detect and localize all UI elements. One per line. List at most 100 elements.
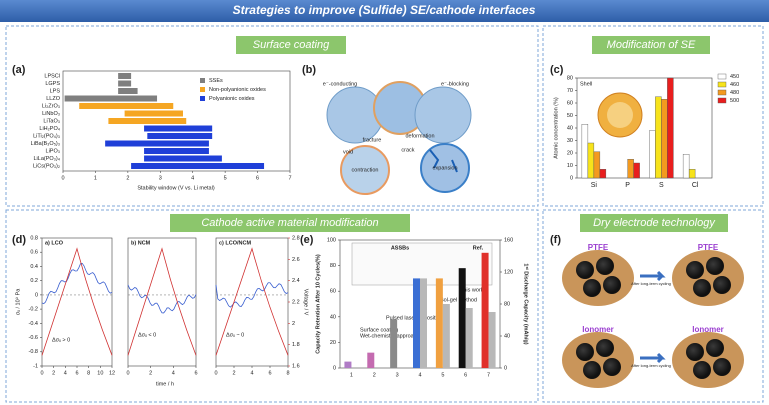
x-tick-label: 4	[418, 372, 421, 378]
x-tick-label: 6	[256, 175, 259, 181]
y2-tick-label: 120	[504, 269, 513, 275]
panel-label: (e)	[300, 234, 314, 246]
bar	[587, 142, 595, 179]
category-label: Li₂ZrO₃	[42, 103, 60, 109]
shell-label: Shell	[580, 81, 592, 87]
bar	[599, 169, 607, 179]
banner-title: Strategies to improve (Sulfide) SE/catho…	[233, 3, 536, 17]
x-tick-label: 6	[268, 370, 271, 376]
y-tick-label: 0.2	[30, 278, 38, 284]
legend-label: Polyanionic oxides	[209, 96, 255, 102]
y-tick-label: 40	[330, 314, 336, 320]
annotation: Wet-chemistry approach	[360, 333, 420, 339]
bar	[420, 278, 427, 368]
annotation: This work	[460, 287, 484, 293]
panel-label: (b)	[302, 64, 316, 76]
legend-label: 480	[730, 90, 739, 96]
x-axis-label: time / h	[156, 381, 174, 387]
y2-tick-label: 80	[504, 301, 510, 307]
voltage-curve	[127, 247, 197, 356]
y-tick-label: 70	[567, 88, 573, 94]
y-tick-label: -0.2	[29, 307, 38, 313]
range-bar	[79, 103, 174, 109]
x-tick-label: 0	[126, 370, 129, 376]
category-label: LiTi₂(PO₄)₃	[33, 133, 60, 139]
x-tick-label: 5	[224, 175, 227, 181]
x-tick-label: 0	[61, 175, 64, 181]
x-tick-label: 0	[40, 370, 43, 376]
panel-label: (a)	[12, 64, 26, 76]
x-tick-label: 6	[464, 372, 467, 378]
y-axis-label: Capacity Retention After 10 Cycles(%)	[315, 254, 321, 354]
legend-swatch	[717, 89, 727, 96]
panel-f-illustration	[562, 250, 744, 388]
x-tick-label: 2	[232, 370, 235, 376]
y2-tick-label: 2.2	[292, 299, 300, 305]
bar	[413, 278, 420, 368]
y2-tick-label: 2.8	[292, 235, 300, 241]
banner	[0, 0, 769, 22]
section-title: Surface coating	[253, 39, 330, 51]
bar	[344, 361, 352, 368]
legend-label: 450	[730, 74, 739, 80]
frames	[5, 25, 764, 403]
subplot-title: b) NCM	[131, 240, 151, 246]
section-title: Cathode active material modification	[201, 217, 378, 229]
category-label: LiBa(B₃O₅)₃	[31, 141, 60, 147]
binder-label: Ionomer	[582, 325, 614, 334]
x-tick-label: 5	[441, 372, 444, 378]
bar	[488, 312, 496, 368]
x-tick-label: 6	[75, 370, 78, 376]
annotation: Δσₓ < 0	[138, 332, 156, 338]
table-header: Ref.	[473, 245, 484, 251]
x-tick-label: S	[659, 182, 664, 189]
bar	[688, 169, 696, 179]
illustration-label: deformation	[405, 133, 434, 139]
bar	[627, 159, 634, 179]
category-label: LGPS	[45, 81, 60, 87]
binder-label: PTFE	[588, 243, 609, 252]
bar	[465, 308, 473, 368]
x-tick-label: 4	[191, 175, 194, 181]
section-labels: Surface coating Modification of SE Catho…	[170, 36, 728, 232]
voltage-curve	[41, 247, 113, 356]
x-tick-label: 2	[149, 370, 152, 376]
annotation: Δσₓ > 0	[52, 337, 70, 343]
section-title: Modification of SE	[607, 39, 696, 51]
bar	[682, 154, 690, 179]
x-tick-label: Si	[591, 182, 598, 189]
bar	[661, 99, 668, 179]
y-tick-label: 30	[567, 138, 573, 144]
bar	[458, 268, 466, 368]
range-bar	[64, 95, 158, 102]
binder-label: PTFE	[698, 243, 719, 252]
y2-tick-label: 2	[292, 321, 295, 327]
plot-frame	[62, 70, 291, 172]
plot-frame	[41, 237, 113, 367]
y2-axis-label: 1ˢᵗ Discharge Capacity (mAh/g)	[523, 263, 530, 344]
y-tick-label: 20	[330, 340, 336, 346]
y-tick-label: 0.6	[30, 250, 38, 256]
category-label: LiLa(PO₃)₄	[34, 156, 61, 162]
x-tick-label: 12	[109, 370, 115, 376]
plot-frame	[127, 237, 197, 367]
legend-label: 460	[730, 82, 739, 88]
y2-tick-label: 0	[504, 365, 507, 371]
range-bar	[118, 88, 138, 94]
subplot-title: a) LCO	[45, 240, 64, 246]
y-tick-label: 100	[327, 237, 336, 243]
legend-label: Non-polyanionic oxides	[209, 87, 266, 93]
y-tick-label: 0.8	[30, 235, 38, 241]
range-bar	[124, 110, 183, 117]
ref-table	[351, 242, 493, 286]
binder-label: Ionomer	[692, 325, 724, 334]
illustration-label: fracture	[363, 137, 382, 143]
illustration-label: expansion	[432, 165, 457, 171]
x-tick-label: 4	[172, 370, 175, 376]
panel-label: (c)	[550, 64, 564, 76]
bar	[633, 162, 640, 179]
y-tick-label: 50	[567, 113, 573, 119]
panel-label: (f)	[550, 234, 561, 246]
y2-tick-label: 1.6	[292, 363, 300, 369]
legend-swatch	[200, 78, 205, 83]
